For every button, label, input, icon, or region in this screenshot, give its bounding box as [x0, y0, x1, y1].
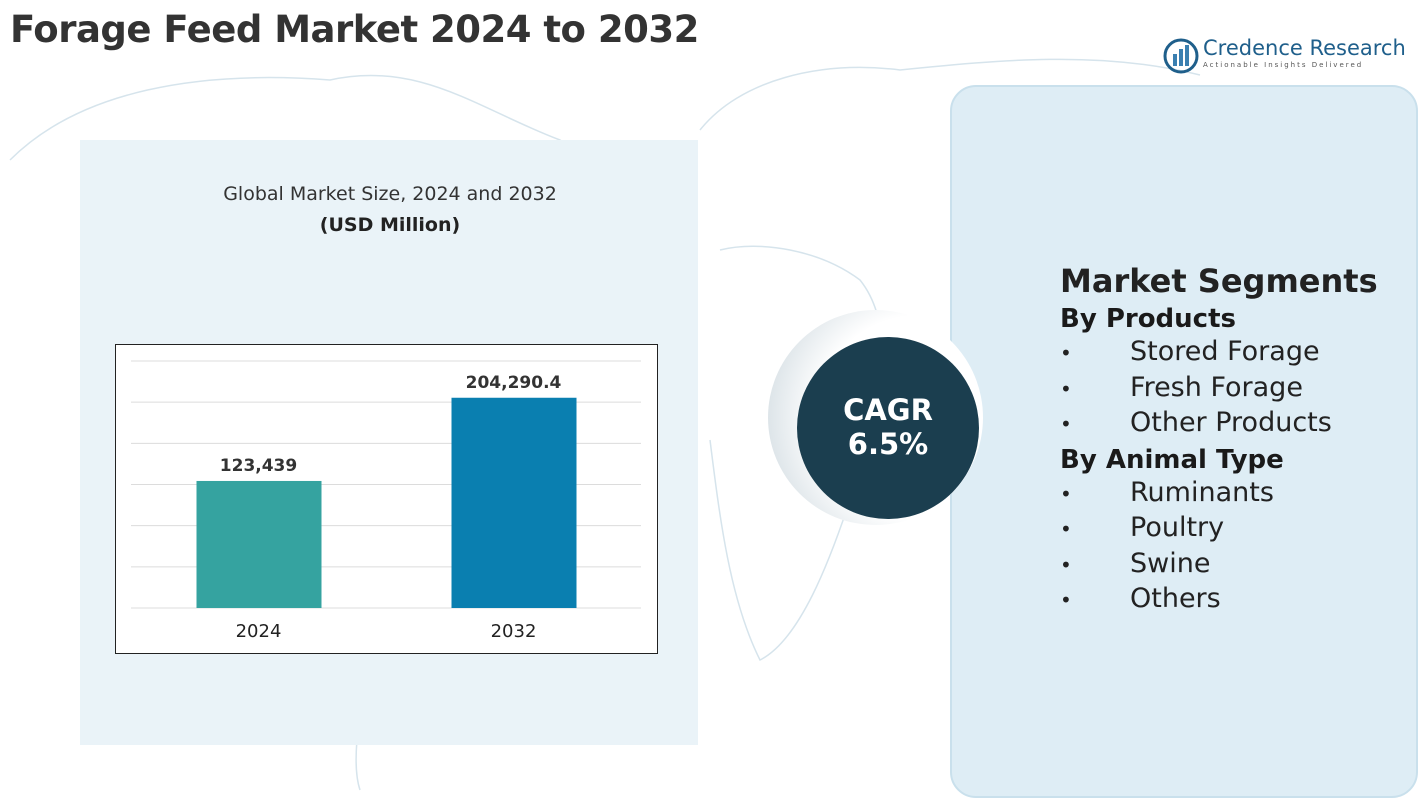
logo-tagline: Actionable Insights Delivered	[1203, 61, 1364, 69]
segment-list: RuminantsPoultrySwineOthers	[1060, 477, 1378, 619]
segments-title: Market Segments	[1060, 262, 1378, 300]
value-label: 204,290.4	[466, 373, 562, 393]
cagr-value: 6.5%	[847, 427, 929, 461]
logo-icon	[1163, 38, 1199, 74]
chart-subtitle: (USD Million)	[319, 214, 461, 236]
chart-frame: 123,439 2024 204,290.4 2032	[115, 344, 658, 654]
bar	[451, 397, 577, 608]
segment-item: Stored Forage	[1060, 336, 1378, 372]
chart: 123,439 2024 204,290.4 2032	[131, 360, 641, 642]
segment-list: Stored ForageFresh ForageOther Products	[1060, 336, 1378, 443]
group-title: By Animal Type	[1060, 444, 1284, 475]
segment-item: Ruminants	[1060, 477, 1378, 513]
segment-item: Fresh Forage	[1060, 372, 1378, 408]
segment-item: Swine	[1060, 548, 1378, 584]
segments: Market Segments By ProductsStored Forage…	[1060, 262, 1378, 619]
segment-item: Others	[1060, 583, 1378, 619]
cagr-badge: CAGR 6.5%	[797, 337, 979, 519]
segment-item: Poultry	[1060, 512, 1378, 548]
group-title: By Products	[1060, 304, 1236, 334]
chart-title: Global Market Size, 2024 and 2032	[223, 183, 557, 205]
cagr-label: CAGR	[843, 393, 933, 427]
value-label: 123,439	[220, 456, 297, 476]
bar	[196, 480, 322, 608]
segment-item: Other Products	[1060, 407, 1378, 443]
page-title: Forage Feed Market 2024 to 2032	[10, 8, 699, 51]
x-tick-label: 2024	[236, 621, 282, 642]
logo-name: Credence Research	[1203, 36, 1406, 60]
x-tick-label: 2032	[491, 621, 537, 642]
